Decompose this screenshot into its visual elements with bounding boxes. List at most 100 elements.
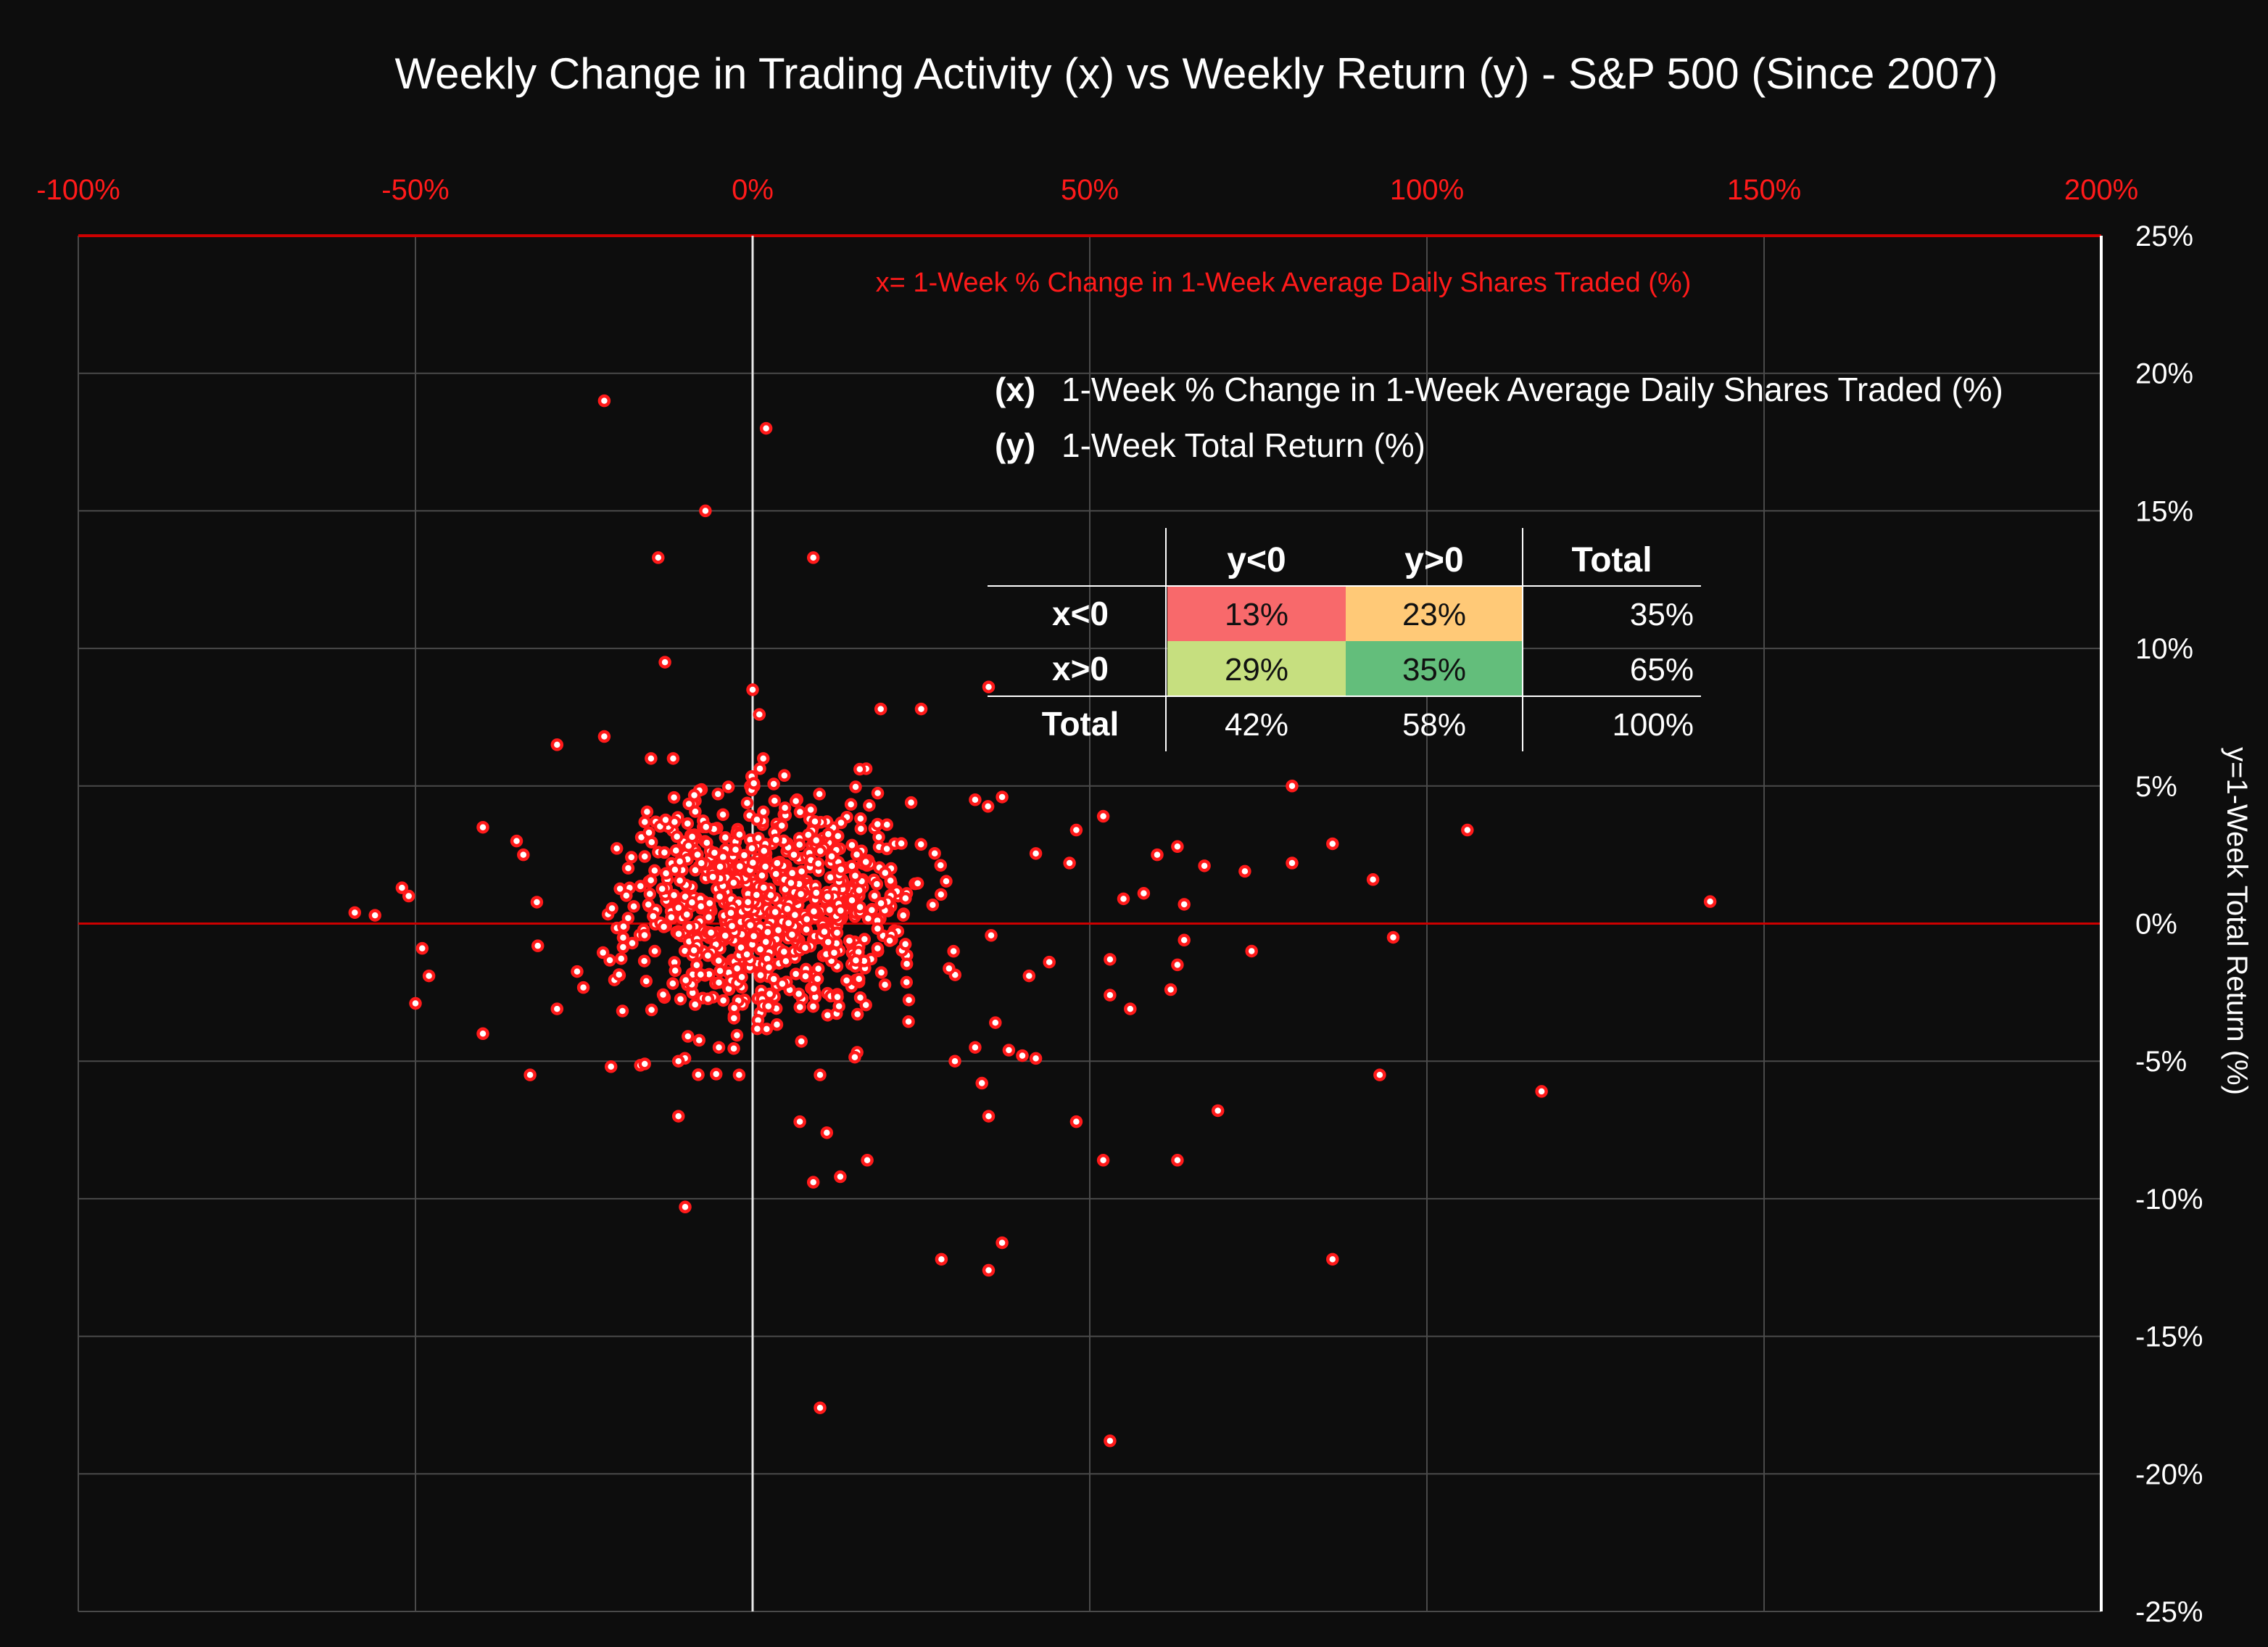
data-point bbox=[692, 1033, 706, 1047]
x-tick-labels: -100% -50% 0% 50% 100% 150% 200% bbox=[36, 174, 2138, 206]
data-point bbox=[853, 991, 867, 1004]
data-point bbox=[671, 1110, 685, 1123]
chart-title: Weekly Change in Trading Activity (x) vs… bbox=[395, 49, 1998, 98]
data-point bbox=[1178, 933, 1191, 947]
data-point bbox=[859, 855, 872, 869]
data-point bbox=[655, 882, 669, 896]
data-point bbox=[640, 805, 654, 819]
data-point bbox=[914, 838, 927, 851]
data-point bbox=[1124, 1002, 1137, 1015]
table-cell: 29% bbox=[1225, 652, 1288, 688]
data-point bbox=[848, 1050, 861, 1064]
data-point bbox=[807, 982, 821, 996]
data-point bbox=[785, 928, 799, 941]
data-point bbox=[814, 844, 827, 858]
data-point bbox=[687, 788, 701, 802]
data-point bbox=[948, 1054, 961, 1068]
data-point bbox=[638, 928, 651, 942]
data-point bbox=[830, 926, 844, 939]
y-tick-label: 25% bbox=[2135, 220, 2193, 252]
data-point bbox=[821, 827, 835, 841]
table-row-label: Total bbox=[1042, 705, 1119, 743]
data-point bbox=[1104, 988, 1117, 1002]
data-point bbox=[848, 869, 862, 883]
data-point bbox=[832, 830, 845, 843]
data-point bbox=[701, 992, 715, 1006]
data-point bbox=[870, 878, 884, 891]
data-point bbox=[768, 794, 782, 807]
data-point bbox=[616, 1004, 629, 1017]
data-point bbox=[674, 992, 687, 1006]
data-point bbox=[402, 889, 415, 903]
y-tick-label: 10% bbox=[2135, 633, 2193, 665]
data-point bbox=[1178, 898, 1191, 911]
data-point bbox=[746, 856, 760, 870]
contingency-table: y<0 y>0 Total x<0 13% 23% 35% x>0 29% 35% 65% Total… bbox=[988, 528, 1701, 751]
data-point bbox=[616, 941, 630, 954]
legend-x-text: 1-Week % Change in 1-Week Average Daily … bbox=[1061, 371, 2003, 408]
data-point bbox=[775, 819, 788, 833]
table-header: y<0 bbox=[1227, 541, 1286, 579]
data-point bbox=[1104, 953, 1117, 966]
data-point bbox=[712, 954, 725, 967]
data-point bbox=[669, 844, 683, 857]
data-point bbox=[1326, 837, 1339, 851]
axes bbox=[78, 234, 2103, 1611]
data-point bbox=[627, 900, 640, 913]
data-point bbox=[895, 837, 908, 850]
data-point bbox=[821, 936, 835, 949]
data-point bbox=[517, 848, 530, 862]
data-point bbox=[810, 886, 823, 899]
data-point bbox=[657, 920, 671, 933]
data-point bbox=[700, 836, 713, 849]
data-point bbox=[975, 1076, 988, 1090]
data-point bbox=[753, 762, 766, 775]
y-tick-labels: 25% 20% 15% 10% 5% 0% -5% -10% -15% -20% -25% bbox=[2135, 220, 2203, 1628]
data-point bbox=[645, 1003, 658, 1017]
data-point bbox=[638, 850, 651, 863]
x-tick-label: 200% bbox=[2064, 174, 2138, 206]
data-point bbox=[610, 842, 624, 855]
data-point bbox=[597, 730, 611, 743]
data-point bbox=[1002, 1044, 1016, 1057]
x-tick-label: 100% bbox=[1390, 174, 1464, 206]
data-point bbox=[747, 930, 761, 943]
data-point bbox=[853, 900, 866, 914]
data-point bbox=[740, 796, 754, 809]
data-point bbox=[849, 954, 863, 967]
y-tick-label: 5% bbox=[2135, 771, 2177, 803]
data-point bbox=[530, 896, 544, 909]
x-tick-label: 50% bbox=[1061, 174, 1119, 206]
table-cell-fill bbox=[1167, 641, 1346, 696]
data-point bbox=[792, 987, 806, 1001]
data-point bbox=[596, 946, 610, 959]
data-point bbox=[782, 917, 795, 930]
data-point bbox=[871, 786, 885, 800]
table-cell: 65% bbox=[1630, 652, 1694, 688]
data-point bbox=[821, 890, 835, 904]
table-cell: 100% bbox=[1612, 707, 1694, 743]
data-point bbox=[658, 656, 671, 669]
data-point bbox=[943, 962, 956, 975]
data-point bbox=[982, 680, 996, 693]
data-point bbox=[759, 421, 773, 435]
data-point bbox=[969, 793, 982, 806]
data-point bbox=[1096, 1154, 1110, 1167]
data-point bbox=[874, 702, 887, 716]
data-point bbox=[691, 848, 704, 862]
data-point bbox=[844, 798, 858, 811]
data-point bbox=[969, 1041, 982, 1054]
data-point bbox=[415, 941, 429, 955]
data-point bbox=[672, 927, 685, 941]
data-point bbox=[871, 941, 885, 955]
data-point bbox=[845, 859, 858, 872]
data-point bbox=[834, 1170, 847, 1184]
data-point bbox=[634, 880, 647, 893]
data-point bbox=[682, 797, 695, 811]
data-point bbox=[703, 896, 716, 910]
data-point bbox=[799, 970, 812, 983]
data-point bbox=[1063, 856, 1076, 870]
data-point bbox=[685, 830, 699, 843]
data-point bbox=[709, 1068, 723, 1081]
